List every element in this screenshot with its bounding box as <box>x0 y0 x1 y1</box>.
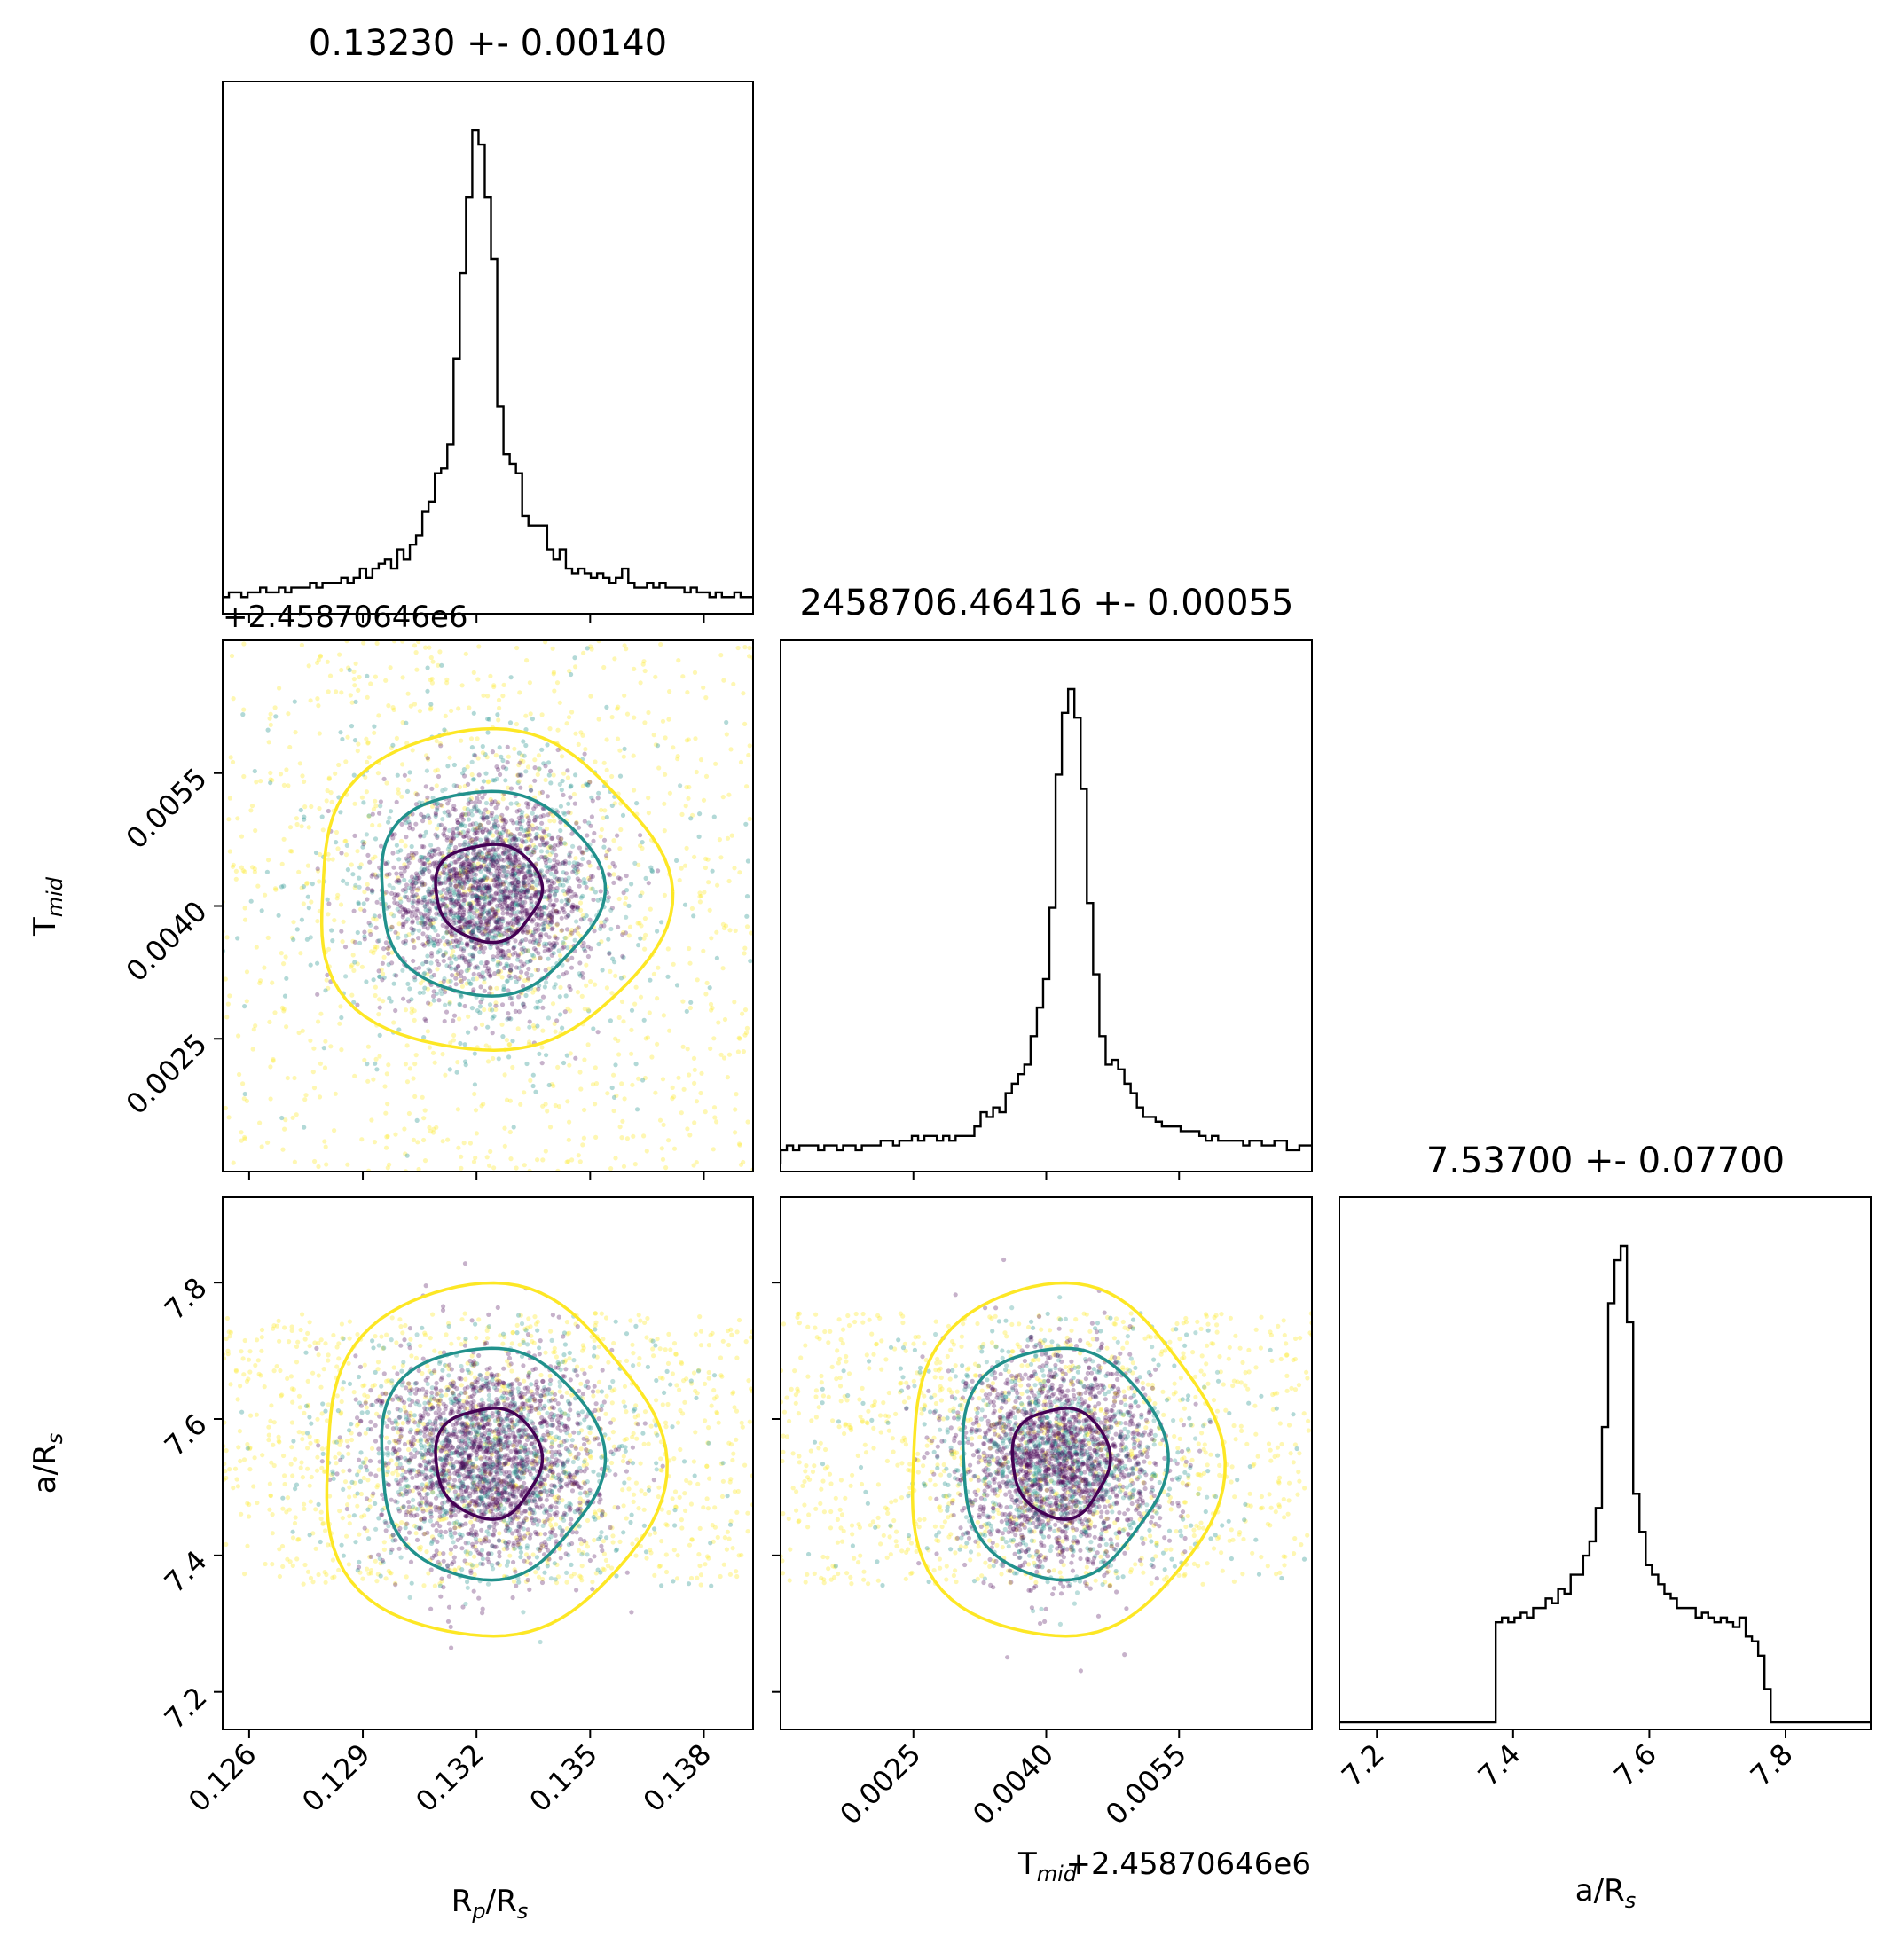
histogram-ars <box>1339 1244 1871 1724</box>
panel-scatter-rp-tmid <box>214 639 754 1180</box>
panel-scatter-rp-ars <box>214 1196 754 1738</box>
ylabel-tmid: Tmid <box>27 876 67 937</box>
contour-2-tmid-ars <box>961 1346 1170 1582</box>
ylabel-ars: a/Rs <box>27 1433 67 1494</box>
title-tmid: 2458706.46416 +- 0.00055 <box>800 583 1294 623</box>
scatter-points-tmid-ars <box>781 1257 1312 1674</box>
histogram-rp <box>223 129 753 607</box>
panel-hist-tmid <box>780 639 1313 1180</box>
histogram-tmid <box>781 687 1312 1164</box>
scatter-points-rp-tmid <box>223 640 753 1172</box>
xlabel-rp: Rp/Rs <box>451 1884 528 1924</box>
xlabel-tmid: Tmid <box>1017 1846 1078 1886</box>
panel-hist-rp <box>222 81 754 623</box>
offset-text-x: +2.45870646e6 <box>1065 1846 1311 1882</box>
contour-3-tmid-ars <box>910 1281 1227 1638</box>
title-rp: 0.13230 +- 0.00140 <box>309 23 667 64</box>
xlabel-ars: a/Rs <box>1575 1873 1636 1913</box>
scatter-points-rp-ars <box>223 1261 753 1650</box>
contour-3-rp-ars <box>325 1281 669 1638</box>
contour-1-rp-ars <box>434 1407 545 1521</box>
panel-hist-ars <box>1339 1196 1872 1738</box>
contour-1-tmid-ars <box>1010 1407 1112 1521</box>
contour-1-rp-tmid <box>434 843 545 945</box>
contour-2-rp-tmid <box>380 789 608 998</box>
offset-text-y: +2.45870646e6 <box>223 600 468 635</box>
contour-3-rp-tmid <box>319 726 675 1052</box>
contour-2-rp-ars <box>380 1346 608 1582</box>
title-ars: 7.53700 +- 0.07700 <box>1426 1141 1785 1181</box>
panel-scatter-tmid-ars <box>772 1196 1313 1738</box>
